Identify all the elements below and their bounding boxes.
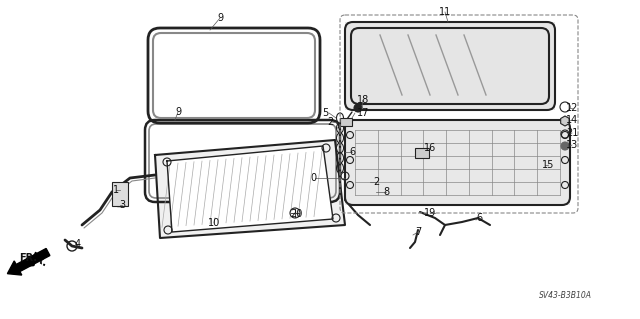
Text: 13: 13 <box>566 140 578 150</box>
Text: 20: 20 <box>290 209 302 219</box>
Text: SV43-B3B10A: SV43-B3B10A <box>538 291 591 300</box>
Text: 6: 6 <box>476 213 482 223</box>
Text: 21: 21 <box>566 128 578 138</box>
Text: 18: 18 <box>357 95 369 105</box>
Text: FR.: FR. <box>19 253 37 263</box>
Text: 19: 19 <box>424 208 436 218</box>
Text: 8: 8 <box>383 187 389 197</box>
Polygon shape <box>345 22 555 110</box>
Bar <box>112 182 128 206</box>
Text: 2: 2 <box>373 177 379 187</box>
Text: 14: 14 <box>566 115 578 125</box>
Text: 9: 9 <box>217 13 223 23</box>
Text: 10: 10 <box>208 218 220 228</box>
Polygon shape <box>345 120 570 205</box>
Text: 3: 3 <box>119 200 125 210</box>
Text: 0: 0 <box>310 173 316 183</box>
Bar <box>340 118 352 126</box>
Text: FR.: FR. <box>28 251 49 269</box>
Text: 11: 11 <box>439 7 451 17</box>
Text: 6: 6 <box>349 147 355 157</box>
Text: 15: 15 <box>542 160 554 170</box>
Text: 17: 17 <box>357 108 369 118</box>
Polygon shape <box>155 140 345 238</box>
Circle shape <box>354 104 362 112</box>
Text: 4: 4 <box>75 239 81 249</box>
Text: 7: 7 <box>415 227 421 237</box>
Text: 12: 12 <box>566 103 578 113</box>
Bar <box>415 148 429 158</box>
Polygon shape <box>167 146 333 232</box>
Text: 16: 16 <box>424 143 436 153</box>
Text: 1: 1 <box>113 185 119 195</box>
Text: 5: 5 <box>322 108 328 118</box>
Circle shape <box>561 142 569 150</box>
FancyArrow shape <box>8 249 50 275</box>
Text: 2: 2 <box>327 117 333 127</box>
Text: 9: 9 <box>175 107 181 117</box>
